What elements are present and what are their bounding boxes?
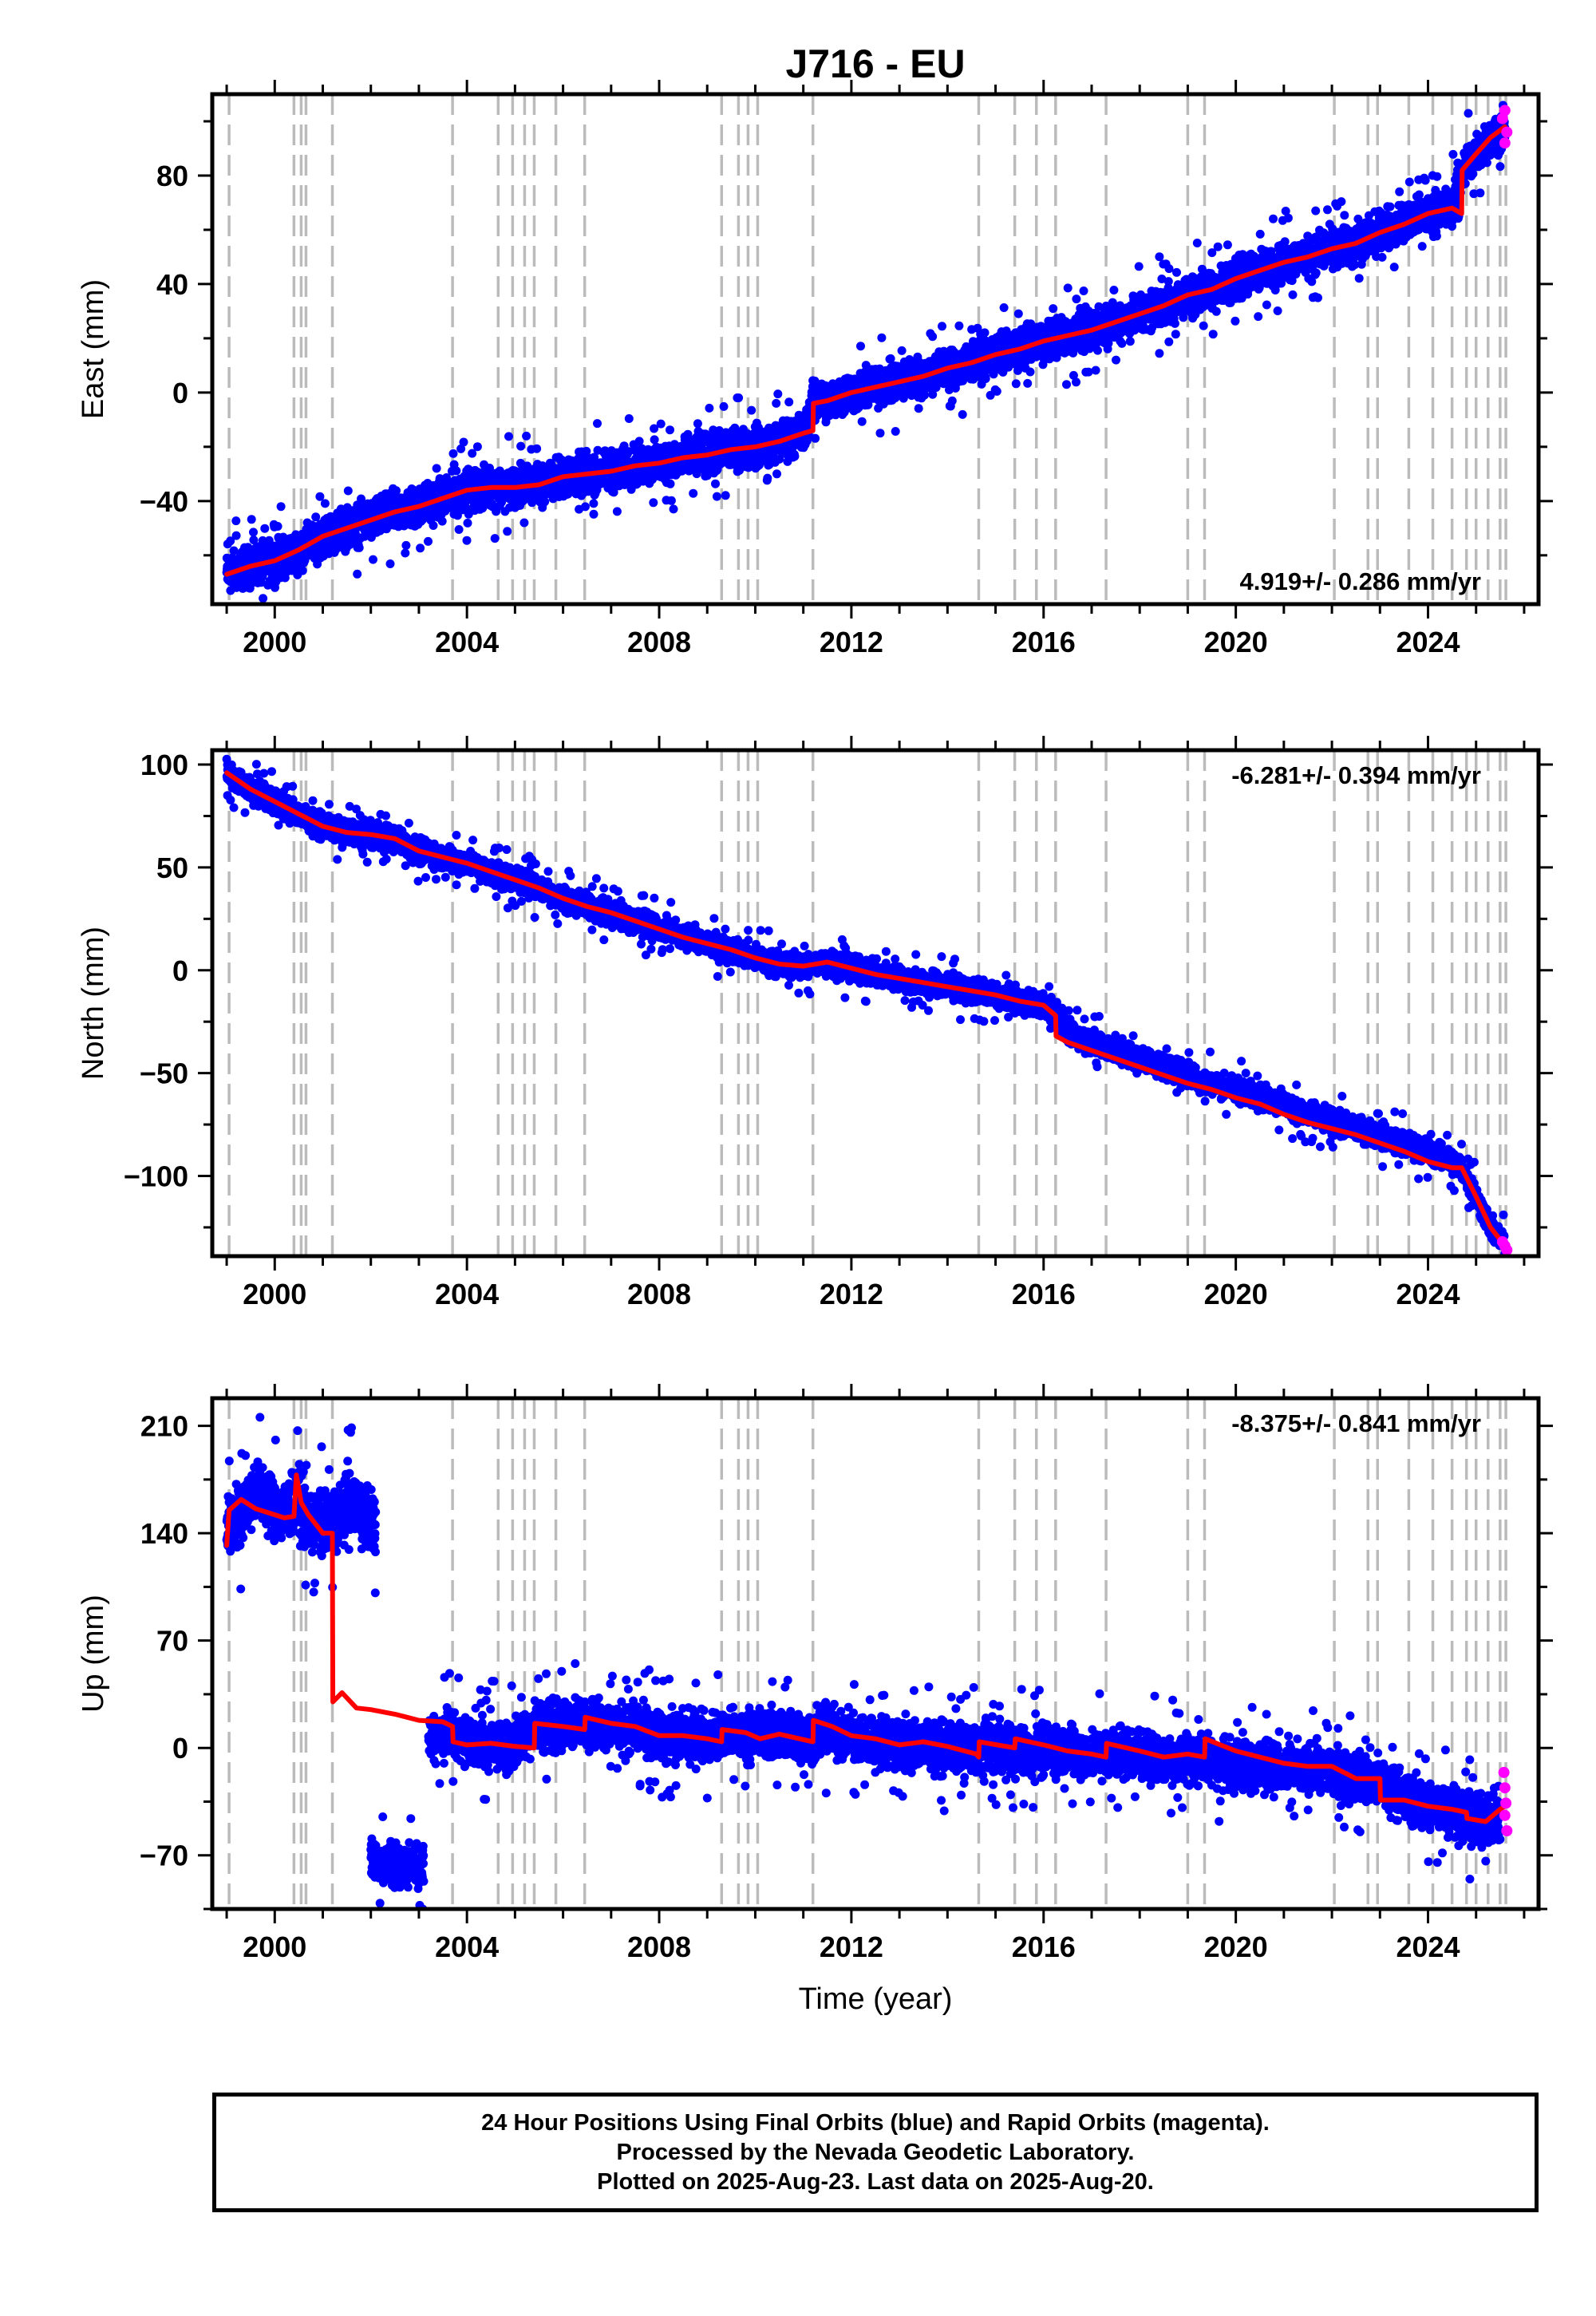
data-point xyxy=(429,521,438,530)
data-point xyxy=(229,546,239,555)
data-point xyxy=(1013,366,1022,375)
data-point xyxy=(392,486,401,496)
data-point xyxy=(1025,367,1035,377)
data-point xyxy=(582,446,591,456)
data-point xyxy=(298,566,307,575)
data-point xyxy=(1093,346,1102,355)
data-point xyxy=(540,497,550,507)
data-point xyxy=(650,435,659,445)
data-point xyxy=(354,543,364,552)
data-point xyxy=(666,479,675,488)
panels-group: 2000 2004 2008 2012 2016 2020 2024−4004080East… xyxy=(77,80,1553,1963)
series-group xyxy=(222,101,1513,603)
data-point xyxy=(437,516,447,526)
data-point xyxy=(1125,337,1135,346)
data-point xyxy=(590,453,599,462)
data-point xyxy=(249,536,259,545)
data-point xyxy=(357,494,365,504)
data-point xyxy=(523,461,532,471)
data-point xyxy=(1117,338,1127,348)
data-point xyxy=(790,452,800,461)
data-point xyxy=(981,374,990,383)
chart-title: J716 - EU xyxy=(785,41,965,86)
data-point xyxy=(311,512,321,522)
panel-east: 2000 2004 2008 2012 2016 2020 2024−4004080East… xyxy=(77,80,1553,658)
scatter-series xyxy=(222,101,1510,603)
data-point xyxy=(593,445,602,455)
data-point xyxy=(485,464,494,472)
